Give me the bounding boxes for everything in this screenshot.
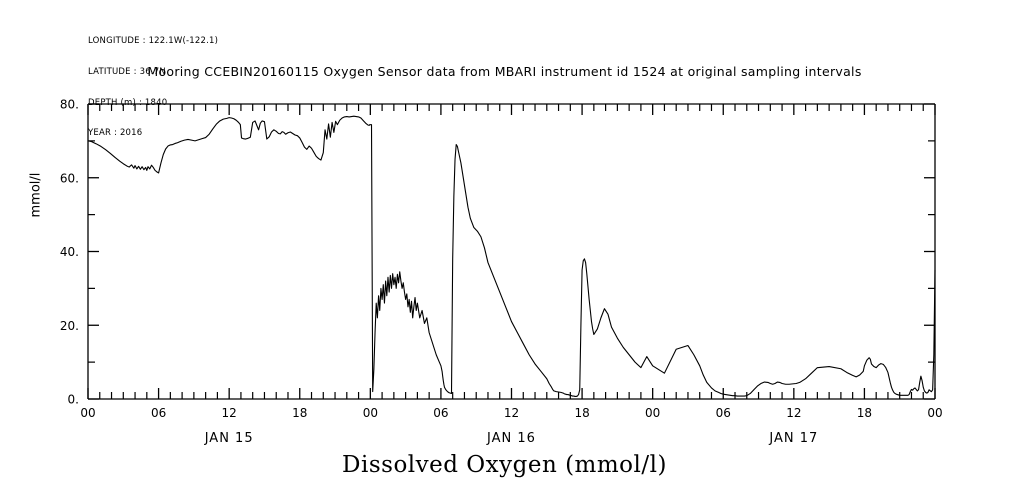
axis-layer	[87, 103, 936, 400]
x-axis-tick-label: 00	[80, 406, 95, 420]
data-line-dissolved-oxygen	[87, 115, 936, 397]
y-axis-tick-label: 40.	[60, 245, 79, 259]
x-axis-tick-label: 12	[786, 406, 801, 420]
x-axis-tick-label: 18	[292, 406, 307, 420]
y-axis-tick-label: 20.	[60, 319, 79, 333]
station-metadata: LONGITUDE : 122.1W(-122.1) LATITUDE : 36…	[88, 16, 218, 159]
x-axis-tick-label: 00	[363, 406, 378, 420]
chart-title: Mooring CCEBIN20160115 Oxygen Sensor dat…	[147, 64, 862, 79]
x-axis-day-label: JAN 17	[768, 431, 818, 446]
axis-label-layer: 0. 20. 40. 60. 80. 00 06 12 18 00 06 12 18 00 06 12 18 00…	[60, 98, 943, 447]
x-axis-day-label: JAN 16	[486, 431, 536, 446]
x-axis-tick-label: 12	[222, 406, 237, 420]
y-axis-tick-label: 60.	[60, 171, 79, 185]
x-axis-tick-label: 18	[857, 406, 872, 420]
x-axis-day-label: JAN 15	[204, 431, 254, 446]
y-axis-tick-label: 0.	[68, 393, 79, 407]
x-axis-tick-label: 06	[151, 406, 166, 420]
metadata-longitude: LONGITUDE : 122.1W(-122.1)	[88, 36, 219, 47]
x-axis-tick-label: 18	[574, 406, 589, 420]
metadata-depth: DEPTH (m) : 1840	[88, 97, 168, 108]
plot-caption: Dissolved Oxygen (mmol/l)	[342, 452, 667, 478]
data-series-layer	[87, 115, 936, 397]
x-axis-tick-label: 00	[927, 406, 942, 420]
metadata-latitude: LATITUDE : 36.7N	[88, 67, 166, 78]
x-axis-tick-label: 12	[504, 406, 519, 420]
metadata-year: YEAR : 2016	[88, 128, 143, 139]
x-axis-tick-label: 06	[433, 406, 448, 420]
y-axis-tick-label: 80.	[60, 98, 79, 112]
x-axis-tick-label: 00	[645, 406, 660, 420]
x-axis-tick-label: 06	[716, 406, 731, 420]
